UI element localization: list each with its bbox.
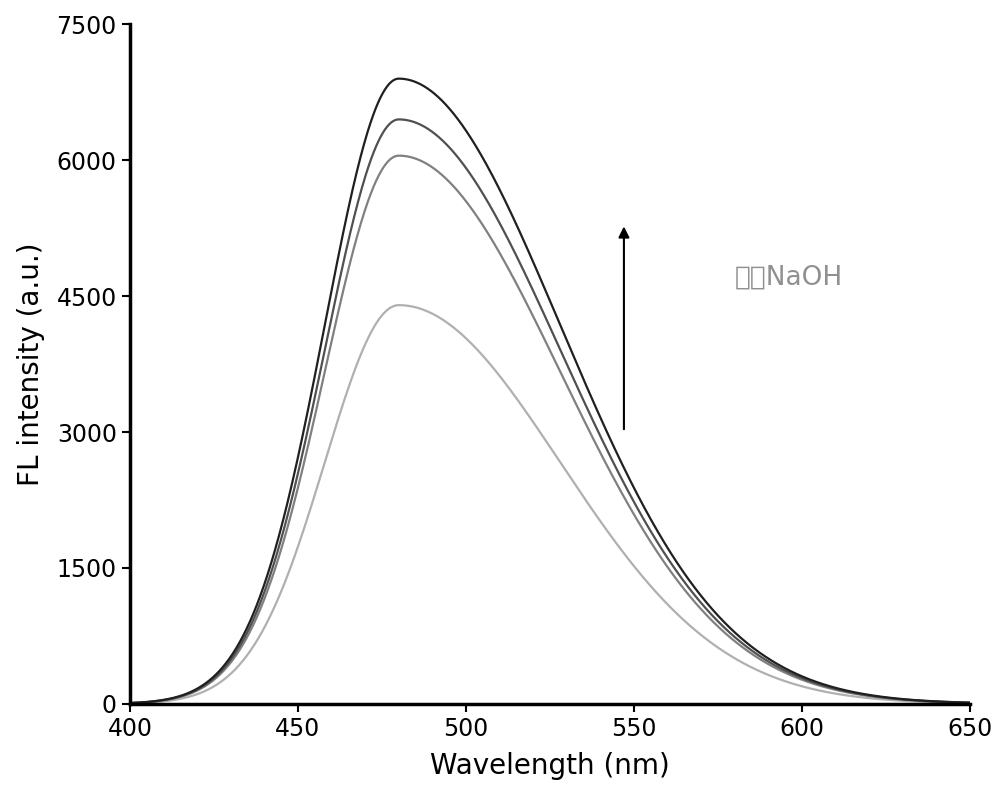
Y-axis label: FL intensity (a.u.): FL intensity (a.u.)	[17, 243, 45, 485]
X-axis label: Wavelength (nm): Wavelength (nm)	[430, 752, 670, 780]
Text: 加入NaOH: 加入NaOH	[735, 265, 843, 291]
